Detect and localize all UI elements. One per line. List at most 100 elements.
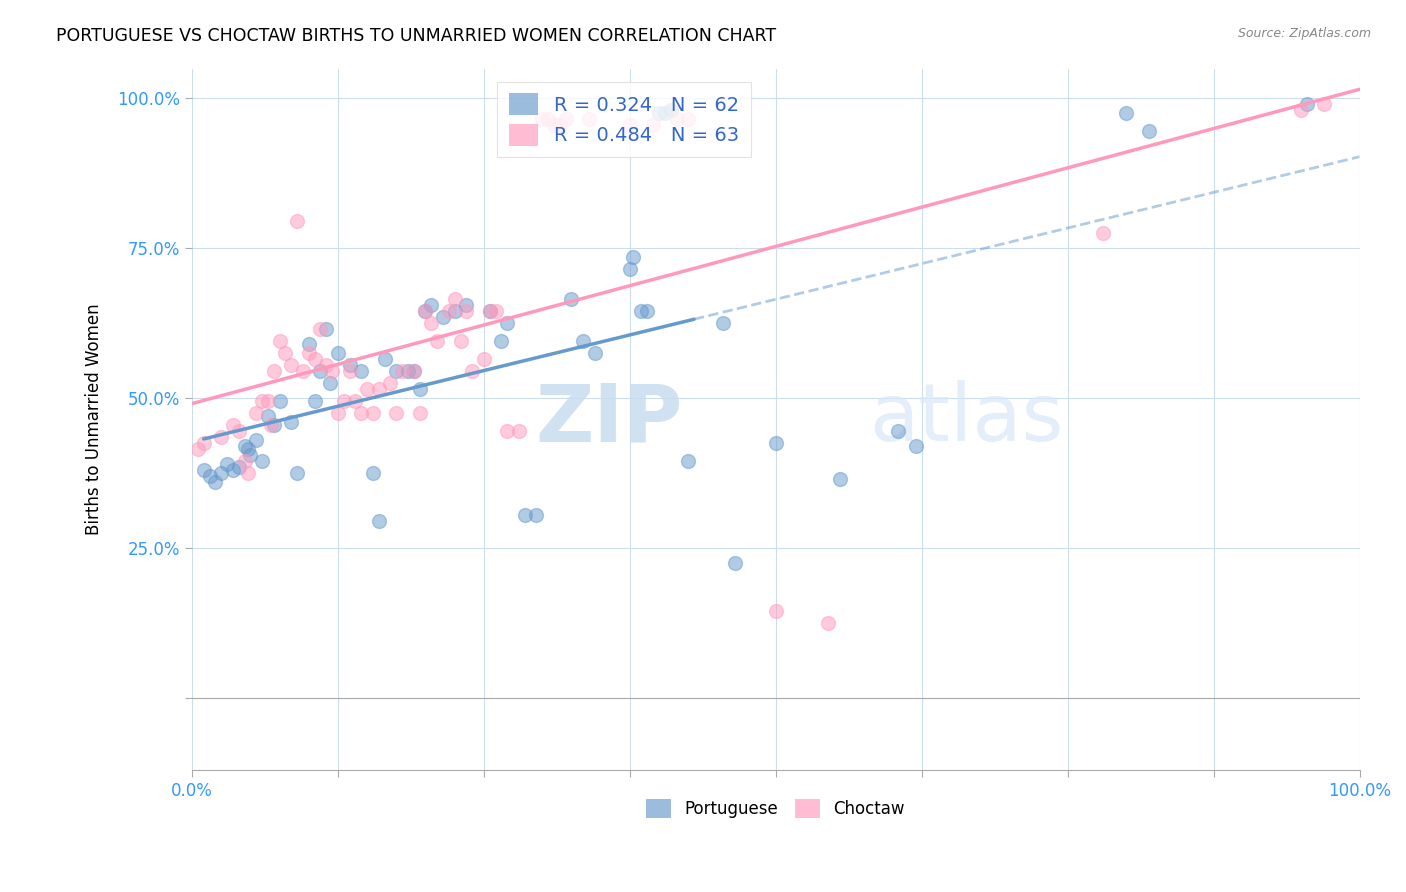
Point xyxy=(285,214,308,228)
Point xyxy=(374,352,396,367)
Point xyxy=(257,409,280,424)
Point xyxy=(654,106,676,120)
Point xyxy=(236,442,259,457)
Legend: Portuguese, Choctaw: Portuguese, Choctaw xyxy=(640,793,911,825)
Point xyxy=(636,304,658,318)
Point xyxy=(193,436,215,450)
Point xyxy=(543,119,565,133)
Point xyxy=(361,467,384,481)
Point xyxy=(560,293,582,307)
Point xyxy=(537,112,560,127)
Point xyxy=(659,103,682,118)
Point xyxy=(415,304,437,318)
Text: atlas: atlas xyxy=(869,380,1063,458)
Point xyxy=(461,364,484,378)
Point xyxy=(578,112,600,127)
Point xyxy=(204,475,226,490)
Point xyxy=(621,251,644,265)
Point xyxy=(344,394,367,409)
Point xyxy=(391,364,413,378)
Point xyxy=(450,334,472,349)
Text: Source: ZipAtlas.com: Source: ZipAtlas.com xyxy=(1237,27,1371,40)
Point xyxy=(443,304,465,318)
Point xyxy=(583,346,606,360)
Point xyxy=(817,616,839,631)
Point xyxy=(496,424,519,438)
Point xyxy=(478,304,501,318)
Point xyxy=(274,346,297,360)
Point xyxy=(280,359,302,373)
Point xyxy=(250,454,273,468)
Point xyxy=(233,439,256,453)
Y-axis label: Births to Unmarried Women: Births to Unmarried Women xyxy=(86,303,103,535)
Point xyxy=(356,382,378,396)
Point xyxy=(904,439,927,453)
Point xyxy=(437,304,460,318)
Point xyxy=(484,304,506,318)
Point xyxy=(260,418,283,433)
Point xyxy=(385,406,408,420)
Point xyxy=(396,364,419,378)
Point xyxy=(298,337,321,351)
Point xyxy=(326,346,349,360)
Point xyxy=(245,406,267,420)
Point xyxy=(350,364,373,378)
Point xyxy=(315,322,337,336)
Point xyxy=(648,106,671,120)
Point xyxy=(1313,97,1336,112)
Point xyxy=(432,310,454,325)
Point xyxy=(513,508,536,523)
Point xyxy=(420,316,443,330)
Point xyxy=(280,415,302,429)
Point xyxy=(269,334,291,349)
Point xyxy=(548,119,571,133)
Point xyxy=(309,322,332,336)
Point xyxy=(491,334,513,349)
Point xyxy=(1091,227,1114,241)
Point xyxy=(228,460,250,475)
Point xyxy=(508,424,530,438)
Point xyxy=(456,304,478,318)
Point xyxy=(531,112,554,127)
Point xyxy=(408,382,430,396)
Point xyxy=(222,463,245,477)
Point xyxy=(420,298,443,312)
Point xyxy=(385,364,408,378)
Point xyxy=(456,298,478,312)
Point xyxy=(315,359,337,373)
Point xyxy=(350,406,373,420)
Point xyxy=(209,430,232,444)
Point xyxy=(478,304,501,318)
Point xyxy=(367,514,389,528)
Point xyxy=(222,418,245,433)
Text: ZIP: ZIP xyxy=(536,380,682,458)
Point xyxy=(828,472,851,486)
Point xyxy=(361,406,384,420)
Point xyxy=(765,604,787,618)
Point xyxy=(643,119,665,133)
Point xyxy=(367,382,389,396)
Point xyxy=(380,376,402,391)
Point xyxy=(339,364,361,378)
Point xyxy=(228,424,250,438)
Point xyxy=(676,112,699,127)
Point xyxy=(630,304,652,318)
Point xyxy=(554,112,576,127)
Point xyxy=(711,316,734,330)
Point xyxy=(257,394,280,409)
Point xyxy=(443,293,465,307)
Point xyxy=(215,457,238,471)
Point xyxy=(402,364,425,378)
Point xyxy=(198,469,221,483)
Point xyxy=(619,119,641,133)
Text: PORTUGUESE VS CHOCTAW BIRTHS TO UNMARRIED WOMEN CORRELATION CHART: PORTUGUESE VS CHOCTAW BIRTHS TO UNMARRIE… xyxy=(56,27,776,45)
Point xyxy=(408,406,430,420)
Point xyxy=(572,334,595,349)
Point xyxy=(209,467,232,481)
Point xyxy=(250,394,273,409)
Point xyxy=(402,364,425,378)
Point xyxy=(193,463,215,477)
Point xyxy=(304,352,326,367)
Point xyxy=(415,304,437,318)
Point xyxy=(236,467,259,481)
